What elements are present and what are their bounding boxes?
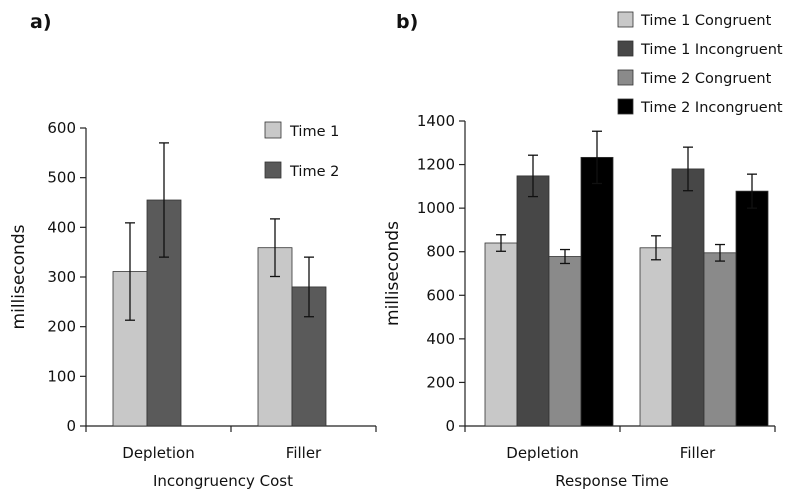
panel-1-y-tick-label: 400 bbox=[47, 218, 76, 236]
panel-2-bar-depletion-series-1 bbox=[484, 242, 518, 427]
panel-2-legend-swatch bbox=[617, 11, 634, 28]
panel-2-category-label: Filler bbox=[680, 444, 716, 462]
panel-1-category-label: Filler bbox=[286, 444, 322, 462]
panel-2-y-tick-label: 1200 bbox=[417, 156, 455, 174]
panel-2-bar-filler-series-4 bbox=[735, 190, 769, 427]
panel-1-x-axis-title: Incongruency Cost bbox=[153, 472, 293, 490]
panel-1-legend-label: Time 2 bbox=[289, 164, 339, 180]
panel-2-y-tick-label: 0 bbox=[445, 417, 455, 435]
panel-2-legend-swatch bbox=[617, 40, 634, 57]
panel-1-legend-swatch bbox=[264, 121, 282, 139]
panel-2-y-tick-label: 1000 bbox=[417, 199, 455, 217]
panel-2-bar-depletion-series-3 bbox=[548, 256, 582, 427]
panel-2-bar-depletion-series-2 bbox=[516, 175, 550, 427]
panel-1-y-tick-label: 500 bbox=[47, 169, 76, 187]
panel-1-y-tick-label: 100 bbox=[47, 367, 76, 385]
panel-2-legend-swatch bbox=[617, 98, 634, 115]
panel-1-category-label: Depletion bbox=[122, 444, 194, 462]
panel-2-y-tick-label: 200 bbox=[426, 373, 455, 391]
panel-1-legend-swatch bbox=[264, 161, 282, 179]
panel-2-legend-label: Time 2 Incongruent bbox=[640, 100, 783, 116]
panel-2-y-tick-label: 400 bbox=[426, 330, 455, 348]
panel-2-bar-filler-series-3 bbox=[703, 252, 737, 427]
panel-1-y-tick-label: 600 bbox=[47, 119, 76, 137]
panel-2-y-axis-title: milliseconds bbox=[383, 221, 403, 326]
panel-2-legend-label: Time 2 Congruent bbox=[640, 71, 772, 87]
panel-2-y-tick-label: 1400 bbox=[417, 112, 455, 130]
panel-2-bar-filler-series-2 bbox=[671, 168, 705, 427]
panel-2-bar-filler-series-1 bbox=[639, 247, 673, 427]
panel-2-y-tick-label: 800 bbox=[426, 243, 455, 261]
panel-1-y-tick-label: 0 bbox=[66, 417, 76, 435]
panel-2-category-label: Depletion bbox=[506, 444, 578, 462]
panel-2-x-axis-title: Response Time bbox=[555, 472, 669, 490]
panel-2-legend-swatch bbox=[617, 69, 634, 86]
panel-2-bar-depletion-series-4 bbox=[580, 156, 614, 427]
panel-2-panel-label: b) bbox=[396, 11, 418, 33]
panel-1-y-axis-title: milliseconds bbox=[9, 224, 29, 329]
panel-1-y-tick-label: 200 bbox=[47, 318, 76, 336]
panel-1-legend-label: Time 1 bbox=[289, 124, 339, 140]
panel-2-y-tick-label: 600 bbox=[426, 286, 455, 304]
panel-1-panel-label: a) bbox=[30, 11, 52, 33]
panel-2-legend-label: Time 1 Congruent bbox=[640, 13, 772, 29]
panel-2-legend-label: Time 1 Incongruent bbox=[640, 42, 783, 58]
panel-1-y-tick-label: 300 bbox=[47, 268, 76, 286]
